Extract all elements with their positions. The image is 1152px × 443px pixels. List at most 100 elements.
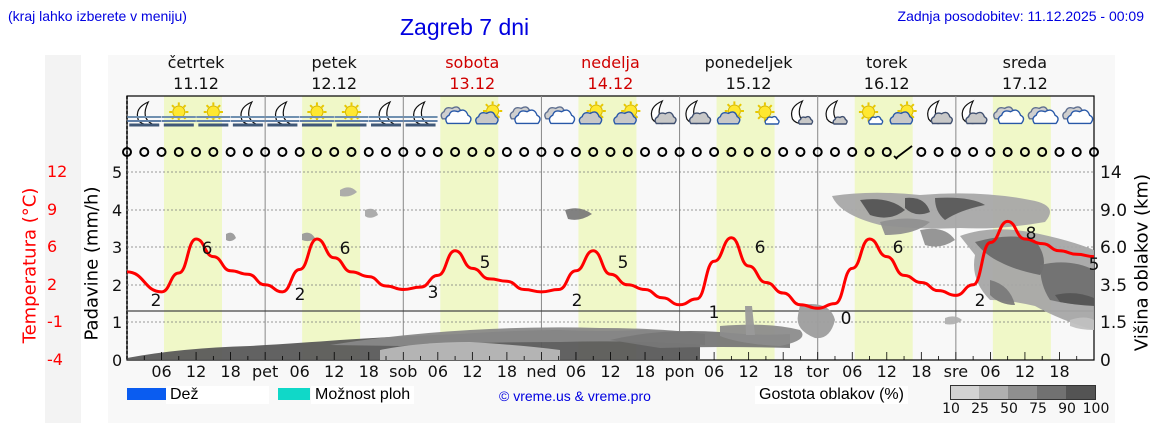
day-date: 12.12: [311, 74, 358, 93]
moon-cloud-icon: [961, 99, 988, 125]
day-label: sreda 17.12: [956, 52, 1094, 94]
calm-wind-icon: [311, 147, 322, 157]
calm-wind-icon: [657, 147, 668, 157]
x-tick-label: 12: [324, 362, 344, 381]
temperature-annotation: 1: [709, 303, 720, 323]
location-hint: (kraj lahko izberete v meniju): [8, 8, 187, 24]
temperature-annotation: 5: [480, 253, 491, 273]
moon-cloud-icon: [650, 99, 677, 125]
calm-wind-icon: [1054, 147, 1065, 157]
temperature-annotation: 2: [295, 285, 306, 305]
calm-wind-icon: [812, 147, 823, 157]
density-tick: 50: [1000, 401, 1018, 417]
moon-fog-icon: [369, 100, 404, 127]
day-label: nedelja 14.12: [541, 52, 679, 94]
temperature-annotation: 0: [841, 309, 852, 329]
temperature-annotation: 6: [755, 238, 766, 258]
density-swatch: [1037, 385, 1066, 400]
day-date: 13.12: [449, 74, 496, 93]
calm-wind-icon: [570, 147, 581, 157]
day-date: 15.12: [725, 74, 772, 93]
cloudy-icon: [1062, 106, 1094, 125]
day-date: 11.12: [173, 74, 219, 93]
calm-wind-icon: [968, 147, 979, 157]
calm-wind-icon: [933, 147, 944, 157]
x-tick-label: 18: [497, 362, 517, 381]
x-tick-label: 12: [600, 362, 620, 381]
moon-cloud-icon: [685, 99, 712, 125]
last-update: Zadnja posodobitev: 11.12.2025 - 00:09: [897, 8, 1144, 24]
copyright-link[interactable]: © vreme.us & vreme.pro: [499, 388, 651, 404]
calm-wind-icon: [1037, 147, 1048, 157]
x-tick-label: 12: [738, 362, 758, 381]
calm-wind-icon: [484, 147, 495, 157]
x-tick-label: 06: [289, 362, 309, 381]
cloud-density-label: Gostota oblakov (%): [755, 386, 908, 404]
calm-wind-icon: [191, 147, 202, 157]
calm-wind-icon: [467, 147, 478, 157]
x-tick-label: tor: [806, 362, 829, 381]
x-tick-label: 18: [773, 362, 793, 381]
calm-wind-icon: [674, 147, 685, 157]
page-title: Zagreb 7 dni: [400, 14, 530, 40]
day-separators: [264, 96, 957, 360]
sun-cloud-icon: [889, 101, 917, 125]
temperature-annotation: 3: [428, 283, 439, 303]
moon-cloud-icon: [927, 99, 953, 125]
day-label: ponedeljek 15.12: [680, 52, 818, 94]
calm-wind-icon: [432, 147, 443, 157]
precipitation-tick: 5: [112, 163, 122, 182]
sun-fog-icon: [334, 102, 369, 127]
calm-wind-icon: [829, 147, 840, 157]
calm-wind-icon: [778, 147, 789, 157]
calm-wind-icon: [346, 147, 357, 157]
calm-wind-icon: [122, 147, 132, 157]
density-swatch: [1066, 385, 1096, 400]
calm-wind-icon: [605, 147, 616, 157]
cloud-height-tick: 1.5: [1100, 313, 1127, 333]
x-axis-ticks: 06 12 18 pet 06 12 18 sob 06 12 18 ned 06 12 18 pon 06 12…: [126, 352, 1095, 381]
calm-wind-icon: [225, 147, 236, 157]
day-date: 14.12: [587, 74, 634, 93]
moon-small-cloud-icon: [790, 99, 814, 125]
calm-wind-icon: [1089, 147, 1099, 157]
calm-wind-icon: [709, 147, 720, 157]
calm-wind-icon: [691, 147, 702, 157]
calm-wind-icon: [847, 147, 858, 157]
x-tick-label: sob: [389, 362, 417, 381]
x-tick-label: 12: [186, 362, 206, 381]
wind-row: [122, 145, 1099, 160]
temperature-tick: 6: [47, 237, 58, 256]
density-tick: 25: [971, 401, 989, 417]
moon-fog-icon: [265, 100, 300, 127]
temperature-annotation: 2: [151, 291, 162, 311]
x-tick-label: 18: [220, 362, 240, 381]
temperature-annotation: 6: [893, 238, 904, 258]
x-tick-label: 06: [842, 362, 862, 381]
day-label: četrtek 11.12: [127, 52, 265, 94]
density-swatch: [950, 385, 980, 400]
moon-small-cloud-icon: [825, 99, 848, 125]
calm-wind-icon: [173, 147, 184, 157]
sun-cloud-icon: [578, 101, 606, 125]
temperature-annotation: 5: [618, 253, 629, 273]
temperature-annotation: 5: [1089, 255, 1100, 275]
calm-wind-icon: [156, 147, 167, 157]
cloudy-icon: [993, 106, 1025, 125]
calm-wind-icon: [916, 147, 927, 157]
moon-fog-icon: [127, 100, 162, 127]
x-tick-label: ned: [526, 362, 556, 381]
day-name: četrtek: [167, 53, 225, 72]
legend-rain-swatch: [127, 388, 175, 400]
sun-cloud-icon: [613, 101, 641, 125]
day-name: nedelja: [581, 53, 640, 72]
day-date: 17.12: [1001, 74, 1048, 93]
precipitation-tick: 4: [112, 201, 122, 220]
calm-wind-icon: [242, 147, 253, 157]
x-tick-label: 06: [566, 362, 586, 381]
cloud-height-tick: 9.0: [1100, 201, 1127, 221]
x-tick-label: pon: [665, 362, 695, 381]
day-name: torek: [866, 53, 908, 72]
temperature-annotation: 6: [202, 239, 213, 259]
